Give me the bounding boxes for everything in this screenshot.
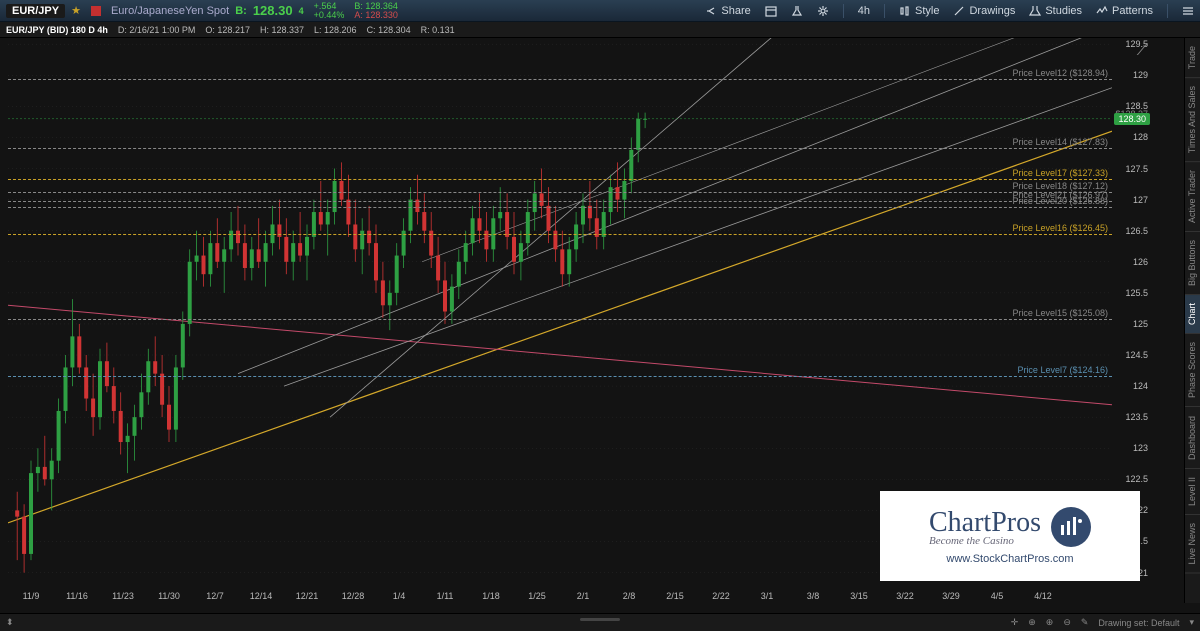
y-tick-label: 123 [1133,443,1148,453]
x-tick-label: 4/12 [1034,591,1052,601]
info-range: R: 0.131 [421,25,455,35]
y-tick-label: 126 [1133,257,1148,267]
x-tick-label: 3/22 [896,591,914,601]
bid-dec: 4 [299,6,304,16]
x-tick-label: 2/8 [623,591,636,601]
menu-icon[interactable] [1182,5,1194,17]
y-tick-label: 129 [1133,70,1148,80]
chevron-down-icon[interactable]: ▾ [1189,617,1194,628]
drawing-set-label[interactable]: Drawing set: Default [1098,618,1179,628]
y-tick-label: 124 [1133,381,1148,391]
x-tick-label: 11/30 [158,591,180,601]
x-tick-label: 2/15 [666,591,684,601]
x-tick-label: 3/15 [850,591,868,601]
x-tick-label: 1/25 [528,591,546,601]
bid-label: B: [235,5,247,17]
zoom-out-icon[interactable]: ⊖ [1063,617,1071,628]
y-tick-label: 125.5 [1125,288,1148,298]
side-tab-dashboard[interactable]: Dashboard [1185,408,1200,469]
top-toolbar: EUR/JPY ★ Euro/JapaneseYen Spot B: 128.3… [0,0,1200,22]
patterns-button[interactable]: Patterns [1096,5,1153,17]
pencil-icon[interactable]: ✎ [1081,617,1089,628]
y-tick-label: 128 [1133,132,1148,142]
calendar-icon[interactable] [765,5,777,17]
change-pct: +0.44% [314,11,345,20]
x-tick-label: 4/5 [991,591,1004,601]
info-date: D: 2/16/21 1:00 PM [118,25,196,35]
style-button[interactable]: Style [899,5,939,17]
side-tab-active-trader[interactable]: Active Trader [1185,162,1200,232]
drawings-button[interactable]: Drawings [953,5,1015,17]
x-tick-label: 12/14 [250,591,273,601]
info-high: H: 128.337 [260,25,304,35]
x-tick-label: 12/28 [342,591,365,601]
bottom-bar: ⬍ ✛ ⊕ ⊕ ⊖ ✎ Drawing set: Default ▾ [0,613,1200,631]
resize-handle[interactable] [580,618,620,621]
x-tick-label: 3/8 [807,591,820,601]
chartpros-icon [1051,507,1091,547]
side-tab-chart[interactable]: Chart [1185,295,1200,334]
side-tab-level-ii[interactable]: Level II [1185,469,1200,515]
studies-button[interactable]: Studies [1029,5,1082,17]
current-price-flag: 128.30 [1114,113,1150,125]
y-tick-label: 127.5 [1125,164,1148,174]
right-panel-tabs: TradeTimes And SalesActive TraderBig But… [1184,38,1200,603]
y-tick-label: 125 [1133,319,1148,329]
watermark-logo: ChartPros Become the Casino www.StockCha… [880,491,1140,581]
share-button[interactable]: Share [705,5,750,17]
target-icon[interactable]: ⊕ [1028,617,1036,628]
x-tick-label: 1/4 [393,591,406,601]
x-tick-label: 12/7 [206,591,224,601]
side-tab-live-news[interactable]: Live News [1185,515,1200,574]
side-tab-times-and-sales[interactable]: Times And Sales [1185,78,1200,162]
y-tick-label: 127 [1133,195,1148,205]
pair-name: Euro/JapaneseYen Spot [111,5,229,17]
crosshair-icon[interactable]: ✛ [1011,617,1019,628]
x-tick-label: 2/1 [577,591,590,601]
y-tick-label: 123.5 [1125,412,1148,422]
gear-icon[interactable] [817,5,829,17]
chart-title: EUR/JPY (BID) 180 D 4h [6,25,108,35]
bid-price: 128.30 [253,3,293,18]
x-tick-label: 11/16 [66,591,88,601]
expand-icon[interactable]: ⬍ [6,617,14,628]
symbol-badge[interactable]: EUR/JPY [6,4,65,18]
zoom-in-icon[interactable]: ⊕ [1046,617,1054,628]
info-close: C: 128.304 [367,25,411,35]
x-tick-label: 1/18 [482,591,500,601]
flag-icon [91,6,101,16]
x-tick-label: 3/1 [761,591,774,601]
x-tick-label: 11/23 [112,591,134,601]
x-tick-label: 1/11 [437,591,454,601]
side-tab-phase-scores[interactable]: Phase Scores [1185,334,1200,407]
info-low: L: 128.206 [314,25,357,35]
info-bar: EUR/JPY (BID) 180 D 4h D: 2/16/21 1:00 P… [0,22,1200,38]
x-tick-label: 12/21 [296,591,319,601]
info-open: O: 128.217 [205,25,250,35]
y-tick-label: 124.5 [1125,350,1148,360]
star-icon[interactable]: ★ [71,4,81,17]
reset-zoom-icon[interactable]: ⟋ [1137,42,1148,60]
side-tab-trade[interactable]: Trade [1185,38,1200,78]
x-tick-label: 2/22 [712,591,730,601]
y-tick-label: 122.5 [1125,474,1148,484]
timeframe-selector[interactable]: 4h [858,5,870,17]
x-tick-label: 11/9 [23,591,40,601]
x-tick-label: 3/29 [942,591,960,601]
y-tick-label: 126.5 [1125,226,1148,236]
side-tab-big-buttons[interactable]: Big Buttons [1185,232,1200,295]
ask-a: A: 128.330 [354,11,398,20]
flask-icon[interactable] [791,5,803,17]
x-axis: 11/9 11/16 11/23 11/30 12/7 12/14 12/21 12/28 1/… [8,585,1112,603]
